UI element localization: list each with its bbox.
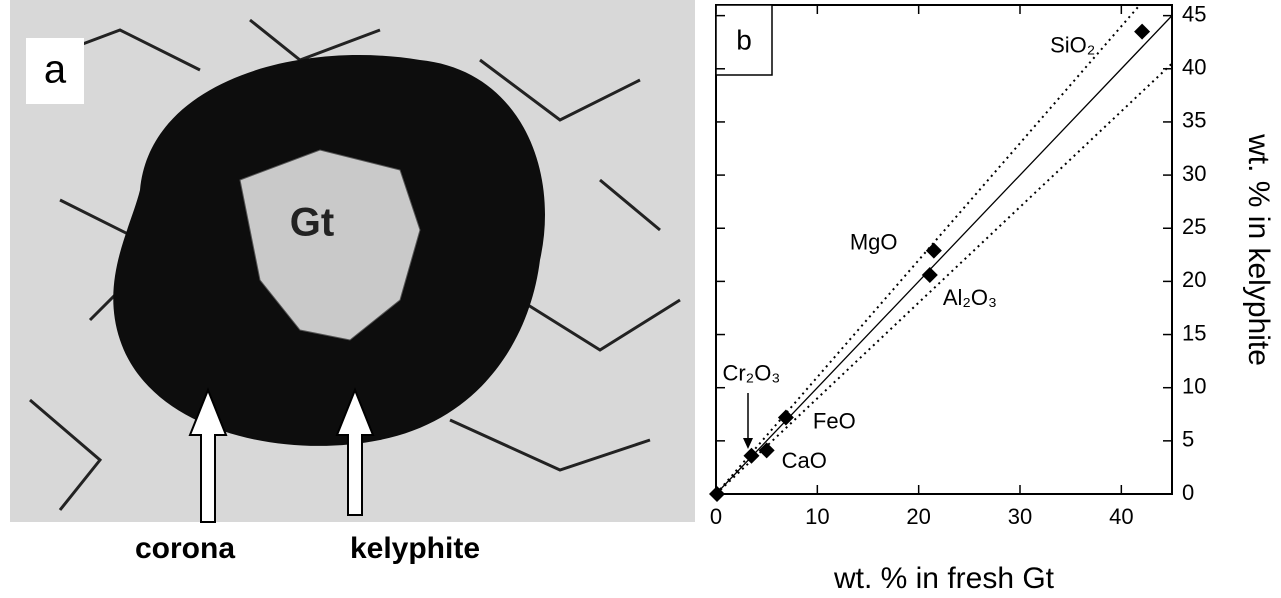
y-tick-label: 25 — [1182, 214, 1206, 239]
y-tick-label: 40 — [1182, 55, 1206, 80]
data-point — [709, 486, 725, 502]
x-tick-label: 30 — [1008, 504, 1032, 529]
y-tick-label: 35 — [1182, 108, 1206, 133]
mineral-label: Gt — [290, 201, 334, 245]
data-point — [926, 243, 942, 259]
y-tick-label: 5 — [1182, 427, 1194, 452]
point-label: MgO — [850, 229, 898, 254]
y-tick-label: 30 — [1182, 161, 1206, 186]
reference-line — [716, 63, 1172, 494]
y-tick-label: 0 — [1182, 480, 1194, 505]
arrow-label: corona — [135, 532, 235, 565]
label-pointer-head — [743, 438, 753, 449]
data-point — [922, 267, 938, 283]
x-tick-label: 0 — [710, 504, 722, 529]
y-tick-label: 10 — [1182, 374, 1206, 399]
point-label: SiO₂ — [1050, 32, 1095, 57]
x-tick-label: 20 — [906, 504, 930, 529]
x-tick-label: 40 — [1109, 504, 1133, 529]
panel-label: a — [44, 48, 67, 92]
point-label: Al₂O₃ — [943, 285, 997, 310]
y-tick-label: 20 — [1182, 267, 1206, 292]
y-tick-label: 45 — [1182, 1, 1206, 26]
y-tick-label: 15 — [1182, 320, 1206, 345]
point-label: Cr₂O₃ — [722, 361, 780, 386]
micrograph: a Gt corona kelyphite — [10, 0, 695, 565]
panel-label: b — [736, 24, 752, 55]
x-axis-label: wt. % in fresh Gt — [833, 562, 1055, 595]
arrow-label: kelyphite — [350, 532, 480, 565]
data-point — [1134, 24, 1150, 40]
figure: a Gt corona kelyphite b wt. % in fresh G… — [0, 0, 1281, 598]
x-tick-label: 10 — [805, 504, 829, 529]
point-label: FeO — [813, 408, 856, 433]
y-axis-label: wt. % in kelyphite — [1242, 133, 1275, 366]
data-point — [759, 442, 775, 458]
point-label: CaO — [782, 448, 827, 473]
